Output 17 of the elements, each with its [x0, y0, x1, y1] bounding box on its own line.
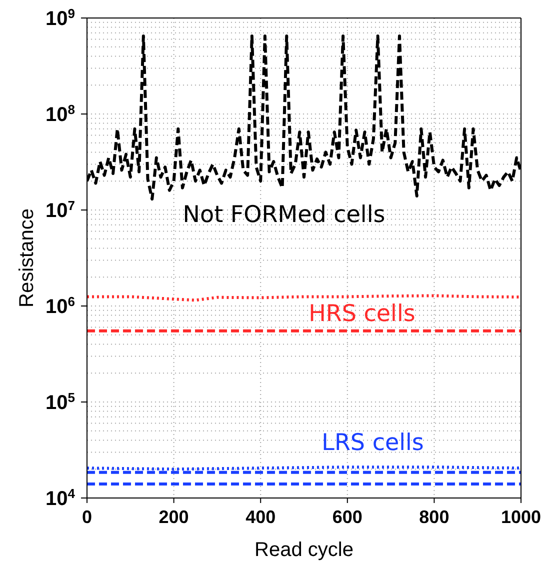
y-tick-label: 10$^{4}$ [46, 486, 76, 510]
y-tick-label: 10$^{6}$ [46, 294, 75, 318]
x-axis-title: Read cycle [254, 539, 354, 561]
y-axis-title: Resistance [16, 208, 38, 308]
y-tick-label: 10$^{7}$ [46, 198, 75, 222]
y-tick-label: 10$^{8}$ [46, 102, 75, 126]
annotation: Not FORMed cells [182, 202, 386, 228]
y-tick-label: 10$^{9}$ [46, 6, 75, 30]
annotation: HRS cells [308, 300, 416, 327]
x-tick-label: 400 [246, 507, 276, 527]
x-tick-label: 200 [158, 507, 189, 527]
x-tick-label: 800 [419, 507, 450, 527]
y-tick-label: 10$^{5}$ [46, 390, 75, 414]
x-tick-label: 600 [332, 507, 362, 527]
annotation: LRS cells [322, 430, 424, 456]
x-tick-label: 1000 [500, 507, 542, 527]
x-tick-label: 0 [82, 507, 92, 527]
